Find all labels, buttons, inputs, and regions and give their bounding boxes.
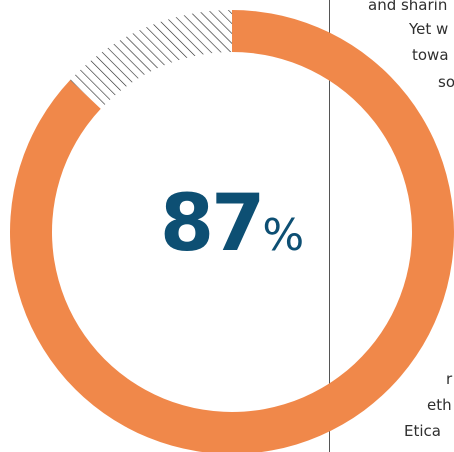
text-line: Etica [404,422,441,440]
text-line: r [446,370,453,388]
percentage-unit: % [262,210,305,261]
center-percentage-label: 87% [0,185,454,263]
text-line: Yet w [409,20,449,38]
text-line: so [438,73,454,91]
percentage-value: 87 [159,179,266,269]
text-line: and sharin [368,0,448,14]
donut-slice-remainder [70,10,232,109]
text-line: eth [427,396,452,414]
column-divider [329,0,330,452]
text-line: towa [412,46,449,64]
